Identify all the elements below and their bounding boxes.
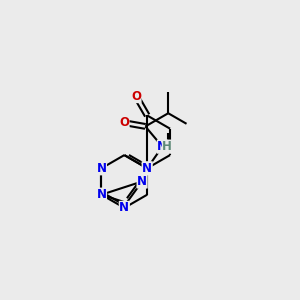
Text: O: O xyxy=(131,90,141,103)
Text: O: O xyxy=(119,116,129,129)
Text: H: H xyxy=(162,140,172,153)
Text: N: N xyxy=(137,175,147,188)
Text: N: N xyxy=(97,188,106,201)
Text: N: N xyxy=(157,140,167,153)
Text: N: N xyxy=(97,162,106,175)
Text: N: N xyxy=(142,162,152,175)
Text: N: N xyxy=(119,201,129,214)
